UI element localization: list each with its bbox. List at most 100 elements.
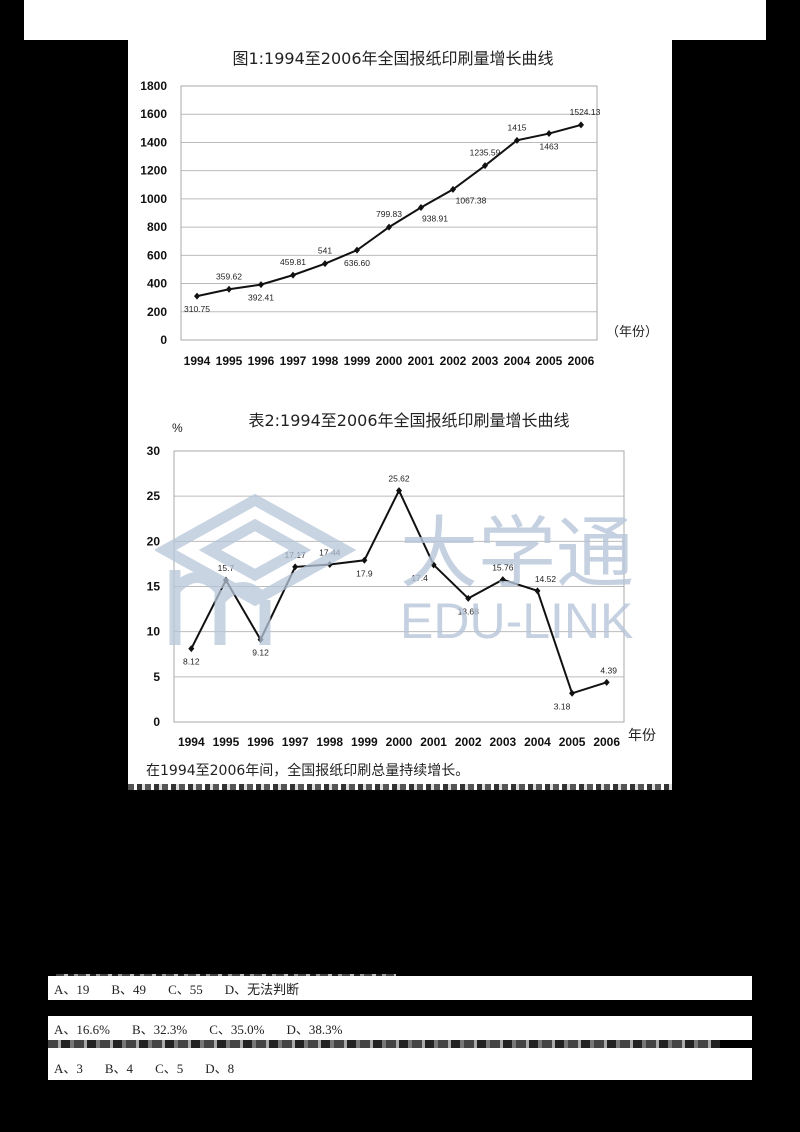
data-label: 1067.38 (456, 195, 487, 205)
data-point-marker (450, 185, 456, 193)
y-tick-label: 400 (147, 277, 167, 291)
data-label: 636.60 (344, 258, 370, 268)
chart-title: 表2:1994至2006年全国报纸印刷量增长曲线 (248, 411, 569, 430)
redaction-block (768, 0, 800, 8)
data-label: 1235.59 (470, 148, 501, 158)
data-point-marker (546, 130, 552, 138)
x-tick-label: 2006 (593, 735, 620, 749)
data-label: 1524.13 (570, 107, 601, 117)
x-tick-label: 2001 (420, 735, 447, 749)
y-tick-label: 200 (147, 305, 167, 319)
option-d[interactable]: D、38.3% (286, 1021, 343, 1037)
data-label: 359.62 (216, 271, 242, 281)
data-line (190, 488, 607, 695)
question-3-options: A、3 B、4 C、5 D、8 (48, 1048, 752, 1080)
data-point-marker (482, 162, 488, 170)
y-tick-label: 25 (147, 489, 161, 503)
data-point-marker (418, 204, 424, 212)
option-b[interactable]: B、4 (104, 1060, 134, 1076)
x-tick-label: 1994 (184, 354, 211, 368)
data-point-marker (430, 561, 437, 569)
data-label: 310.75 (184, 304, 210, 314)
data-point-marker (396, 487, 402, 495)
plot-area (180, 85, 598, 341)
x-tick-label: 2002 (455, 735, 482, 749)
data-label: 4.39 (600, 665, 617, 675)
x-tick-label: 1999 (351, 735, 378, 749)
x-tick-label: 2000 (376, 354, 403, 368)
data-point-marker (290, 271, 296, 279)
question-1-options: A、19 B、49 C、55 D、无法判断 (48, 976, 752, 1000)
y-tick-label: 1600 (140, 107, 167, 121)
chart-2-growth-rate: 表2:1994至2006年全国报纸印刷量增长曲线 0 5 10 15 20 25 30 1994… (147, 411, 656, 749)
data-label: 541 (318, 246, 332, 256)
option-a[interactable]: A、16.6% (54, 1021, 110, 1037)
chart-page: 图1:1994至2006年全国报纸印刷量增长曲线 0 200 400 600 800 100… (128, 40, 672, 790)
data-point-marker (194, 292, 200, 300)
data-label: 17.9 (356, 568, 373, 578)
data-label: 459.81 (280, 257, 306, 267)
option-c[interactable]: C、35.0% (209, 1021, 265, 1037)
option-a[interactable]: A、19 (54, 981, 90, 997)
data-label: 17.4 (411, 573, 428, 583)
chart-1-newspaper-printing-volume: 图1:1994至2006年全国报纸印刷量增长曲线 0 200 400 600 800 100… (140, 49, 658, 368)
y-tick-label: 10 (147, 625, 161, 639)
data-point-marker (188, 645, 195, 653)
redacted-question-strip (48, 1040, 720, 1048)
data-point-marker (578, 121, 584, 129)
option-b[interactable]: B、49 (111, 981, 147, 997)
x-tick-label: 2006 (568, 354, 595, 368)
data-label: 13.68 (458, 606, 480, 616)
y-tick-label: 1200 (140, 164, 167, 178)
x-tick-label: 2005 (559, 735, 586, 749)
data-point-marker (514, 136, 520, 144)
y-tick-label: 5 (153, 670, 160, 684)
data-label: 8.12 (183, 657, 200, 667)
option-d[interactable]: D、无法判断 (224, 981, 300, 997)
y-tick-label: 15 (147, 580, 161, 594)
x-tick-label: 1996 (247, 735, 274, 749)
x-tick-label: 1998 (316, 735, 343, 749)
data-point-marker (386, 223, 392, 231)
x-tick-label: 1996 (248, 354, 275, 368)
option-d[interactable]: D、8 (205, 1060, 235, 1076)
x-tick-label: 1997 (280, 354, 307, 368)
data-label: 799.83 (376, 209, 402, 219)
data-label: 1463 (540, 142, 559, 152)
option-a[interactable]: A、3 (54, 1060, 83, 1076)
x-axis-unit: （年份） (606, 324, 658, 339)
option-c[interactable]: C、55 (168, 981, 203, 997)
x-tick-label: 2000 (386, 735, 413, 749)
y-tick-label: 0 (153, 715, 160, 729)
data-point-marker (603, 678, 610, 686)
y-tick-label: 20 (147, 534, 161, 548)
x-tick-label: 1999 (344, 354, 371, 368)
y-tick-label: 800 (147, 220, 167, 234)
y-tick-label: 600 (147, 248, 167, 262)
x-tick-label: 1998 (312, 354, 339, 368)
data-label: 25.62 (388, 474, 410, 484)
x-axis-unit: 年份 (628, 727, 656, 743)
y-tick-label: 0 (160, 333, 167, 347)
x-tick-label: 2004 (504, 354, 531, 368)
y-axis-unit: % (172, 421, 183, 435)
chart-caption: 在1994至2006年间，全国报纸印刷总量持续增长。 (146, 763, 470, 779)
x-tick-label: 2005 (536, 354, 563, 368)
data-label: 14.52 (535, 574, 557, 584)
y-tick-label: 1000 (140, 192, 167, 206)
x-tick-label: 1995 (216, 354, 243, 368)
x-tick-label: 2002 (440, 354, 467, 368)
x-tick-label: 1997 (282, 735, 309, 749)
data-label: 15.7 (218, 563, 235, 573)
data-point-marker (569, 689, 576, 697)
x-tick-label: 1995 (213, 735, 240, 749)
x-tick-label: 2004 (524, 735, 551, 749)
y-tick-label: 1400 (140, 135, 167, 149)
data-label: 17.17 (285, 550, 307, 560)
y-tick-label: 1800 (140, 79, 167, 93)
x-tick-label: 1994 (178, 735, 205, 749)
option-b[interactable]: B、32.3% (131, 1021, 188, 1037)
redacted-text-strip (128, 784, 672, 790)
option-c[interactable]: C、5 (155, 1060, 184, 1076)
data-point-marker (322, 260, 328, 268)
